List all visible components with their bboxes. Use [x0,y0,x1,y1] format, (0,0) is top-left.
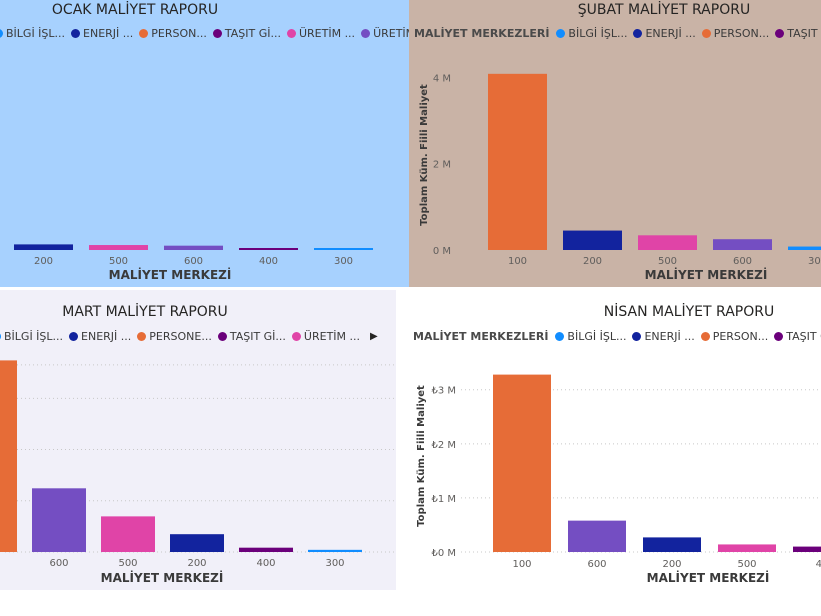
legend-item[interactable]: BİLGİ İŞL... [555,330,626,343]
bar-300 [314,248,373,250]
x-tick-label: 500 [118,558,137,569]
x-tick-label: 400 [259,256,278,267]
legend: BİLGİ İŞL... ENERJİ ... PERSON... TAŞIT … [0,24,409,42]
x-tick-label: 200 [187,558,206,569]
chart-title: OCAK MALİYET RAPORU [51,2,219,18]
x-tick-label: 200 [662,559,681,570]
nisan-bar-chart: ₺0 M ₺1 M ₺2 M ₺3 M Toplam Küm. Fiili Maliye… [416,374,821,585]
legend-item[interactable]: ÜRETİM ... [361,27,409,40]
x-axis-label: MALİYET MERKEZİ [645,267,768,282]
legend-item[interactable]: PERSONE... [137,330,212,343]
bar-400 [239,547,293,552]
legend-item[interactable]: TAŞIT Gİ... [212,27,281,40]
bar-200 [643,537,701,552]
y-tick-label: 2 M [433,160,451,171]
x-axis-label: MALİYET MERKEZİ [647,570,770,585]
legend-title: MALİYET MERKEZLERİ [414,26,550,40]
bar-200 [170,534,224,552]
bar-100 [488,73,547,251]
legend-item[interactable]: ENERJİ ... [632,330,695,343]
legend-item[interactable]: ENERJİ ... [633,27,696,40]
x-tick-label: 500 [737,559,756,570]
x-tick-label: 300 [325,558,344,569]
legend-title: MALİYET MERKEZLERİ [413,329,549,343]
legend: MALİYET MERKEZLERİ BİLGİ İŞL... ENERJİ .… [414,24,821,42]
mart-chart-panel[interactable]: MART MALİYET RAPORU BİLGİ İŞL... ENERJİ … [0,290,396,590]
bar-100 [493,374,551,552]
x-tick-label: 600 [49,558,68,569]
legend-item[interactable]: TAŞIT Gİ... [774,330,821,343]
ocak-chart-panel[interactable]: OCAK MALİYET RAPORU BİLGİ İŞL... ENERJİ … [0,0,409,287]
legend-item[interactable]: ÜRETİM ... [291,330,360,343]
x-tick-label: 500 [109,256,128,267]
legend-item[interactable]: TAŞIT Gİ... [217,330,286,343]
x-axis-label: MALİYET MERKEZİ [109,267,232,282]
mart-bar-chart: 600 500 200 400 300 MALİYET MERKEZİ [0,360,396,585]
y-tick-label: 0 M [433,246,451,257]
legend-item[interactable]: BİLGİ İŞL... [0,27,65,40]
bar-600 [713,239,772,250]
x-tick-label: 40 [816,559,821,570]
y-tick-label: ₺0 M [431,548,456,559]
y-axis-label: Toplam Küm. Fiili Maliyet [416,385,427,527]
y-tick-label: ₺3 M [431,386,456,397]
bar-200 [14,244,73,250]
x-tick-label: 100 [512,559,531,570]
legend-item[interactable]: PERSON... [701,27,769,40]
bar-40 [793,546,821,552]
bar-500 [89,245,148,250]
x-tick-label: 300 [334,256,353,267]
bar-500 [101,516,155,552]
legend-item[interactable]: TAŞIT Gİ... [775,27,821,40]
subat-chart-panel[interactable]: ŞUBAT MALİYET RAPORU MALİYET MERKEZLERİ … [409,0,821,287]
bar-200 [563,230,622,250]
legend-item[interactable]: BİLGİ İŞL... [0,330,63,343]
legend: BİLGİ İŞL... ENERJİ ... PERSONE... TAŞIT… [0,327,378,345]
x-tick-label: 300 [808,256,821,267]
legend: MALİYET MERKEZLERİ BİLGİ İŞL... ENERJİ .… [413,327,821,345]
bar-unlabeled [0,360,17,552]
bar-600 [32,488,86,552]
bar-500 [718,544,776,552]
nisan-chart-panel[interactable]: NİSAN MALİYET RAPORU MALİYET MERKEZLERİ … [409,290,821,590]
x-tick-label: 500 [658,256,677,267]
chevron-right-icon[interactable]: ▶ [370,330,378,342]
x-tick-label: 600 [587,559,606,570]
legend-item[interactable]: PERSON... [139,27,207,40]
bar-300 [788,246,821,250]
x-tick-label: 200 [34,256,53,267]
y-tick-label: ₺2 M [431,440,456,451]
bar-600 [568,520,626,552]
bar-400 [239,248,298,250]
bar-600 [164,245,223,250]
y-tick-label: 4 M [433,73,451,84]
bar-300 [308,549,362,552]
legend-item[interactable]: ENERJİ ... [69,330,131,343]
legend-item[interactable]: ÜRETİM ... [286,27,355,40]
x-tick-label: 200 [583,256,602,267]
x-tick-label: 100 [508,256,527,267]
x-tick-label: 600 [184,256,203,267]
chart-title: NİSAN MALİYET RAPORU [603,304,775,320]
x-tick-label: 400 [256,558,275,569]
y-tick-label: ₺1 M [431,494,456,505]
legend-item[interactable]: PERSON... [700,330,768,343]
ocak-bar-chart: 200 500 600 400 300 MALİYET MERKEZİ [14,244,373,282]
legend-item[interactable]: BİLGİ İŞL... [556,27,627,40]
bar-500 [638,235,697,250]
y-axis-label: Toplam Küm. Fiili Maliyet [419,84,430,226]
x-tick-label: 600 [733,256,752,267]
chart-title: MART MALİYET RAPORU [62,304,228,320]
x-axis-label: MALİYET MERKEZİ [101,570,224,585]
legend-item[interactable]: ENERJİ ... [71,27,133,40]
chart-title: ŞUBAT MALİYET RAPORU [577,2,751,18]
